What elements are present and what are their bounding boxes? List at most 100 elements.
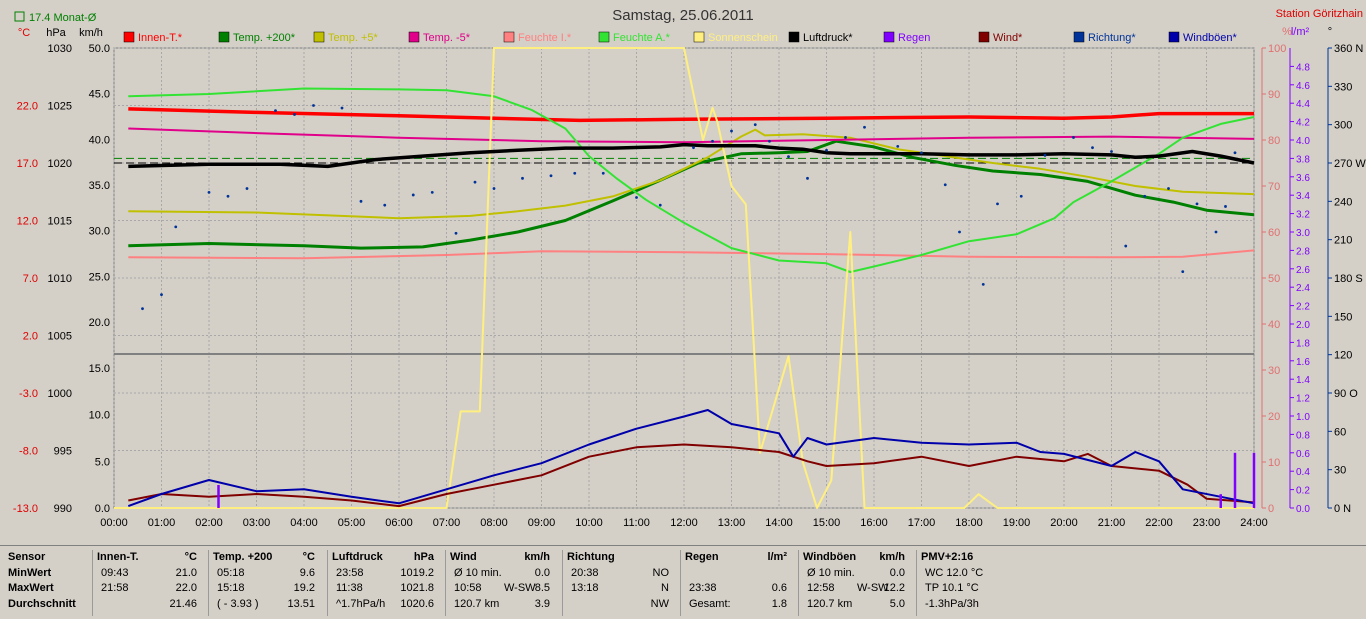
stats-cell-value: N [661, 582, 669, 594]
legend-label: Temp. +200* [233, 32, 296, 44]
richtung-point [1019, 194, 1023, 198]
wind-tick-label-top: 20.0 [89, 317, 110, 329]
richtung-point [753, 123, 757, 127]
wind-tick-label-top: 40.0 [89, 134, 110, 146]
rain-tick-label: 0.2 [1296, 486, 1310, 497]
richtung-point [1110, 150, 1113, 153]
stats-column-title: Temp. +200 [213, 551, 273, 563]
richtung-point [411, 193, 415, 197]
legend-swatch [598, 31, 610, 43]
statistics-panel: Sensor MinWert MaxWert Durchschnitt Innen-T.… [0, 545, 1366, 619]
stats-column: PMV+2:16 WC 12.0 °C TP 10.1 °C -1.3hPa/3h [916, 550, 1017, 616]
richtung-point [1167, 187, 1170, 190]
stats-cell-label: 120.7 km [454, 597, 500, 610]
richtung-point [1233, 151, 1237, 155]
legend-label: Feuchte I.* [518, 32, 572, 44]
richtung-point [207, 190, 211, 194]
stats-cell-label: WC 12.0 °C [925, 566, 984, 579]
richtung-point [454, 231, 458, 235]
temp-tick-label: -3.0 [19, 388, 38, 400]
pressure-tick-label: 995 [54, 446, 72, 458]
x-tick-label: 21:00 [1098, 517, 1126, 529]
humidity-tick-label: 100 [1268, 43, 1286, 55]
unit-rain: l/m² [1291, 26, 1310, 38]
temp-tick-label: -13.0 [13, 503, 38, 515]
stats-column-title: Richtung [567, 551, 615, 563]
rain-tick-label: 3.8 [1296, 154, 1310, 165]
direction-tick-label: 0 N [1334, 503, 1351, 515]
richtung-point [1181, 270, 1185, 274]
stats-cell-label: ^1.7hPa/h [336, 597, 386, 610]
stats-cell-value: 1.8 [771, 597, 787, 610]
wind-tick-label-top: 35.0 [89, 180, 110, 192]
x-tick-label: 16:00 [860, 517, 888, 529]
richtung-point [1214, 230, 1218, 234]
x-tick-label: 20:00 [1050, 517, 1078, 529]
rain-tick-label: 0.0 [1296, 504, 1310, 515]
stats-column-title: PMV+2:16 [921, 551, 974, 563]
x-tick-label: 19:00 [1003, 517, 1031, 529]
series-line-sonnenschein [114, 47, 1254, 509]
richtung-point [863, 125, 866, 129]
x-tick-label: 10:00 [575, 517, 603, 529]
richtung-point [958, 230, 961, 234]
x-tick-label: 01:00 [148, 517, 176, 529]
legend-swatch [313, 31, 325, 43]
richtung-point [573, 171, 577, 175]
direction-tick-label: 60 [1334, 426, 1346, 438]
stats-cell-direction: W-SW [504, 582, 536, 594]
pressure-tick-label: 990 [54, 503, 72, 515]
rain-tick-label: 2.6 [1296, 265, 1310, 276]
stats-cell-label: 21:58 [101, 582, 129, 594]
legend-swatch [883, 31, 895, 43]
stats-column: Sensor MinWert MaxWert Durchschnitt [8, 550, 90, 616]
humidity-tick-label: 0 [1268, 503, 1274, 515]
richtung-point [492, 187, 496, 190]
richtung-point [1224, 205, 1227, 208]
stats-cell-value: 13.51 [287, 597, 315, 610]
stats-column: Regen l/m² 23:38 0.6 Gesamt: 1.8 [680, 550, 793, 616]
x-tick-label: 09:00 [528, 517, 556, 529]
pressure-tick-label: 1010 [48, 273, 72, 285]
legend-label: Luftdruck* [803, 32, 853, 44]
rain-tick-label: 1.2 [1296, 394, 1310, 405]
humidity-tick-label: 60 [1268, 227, 1280, 239]
richtung-point [1043, 153, 1047, 157]
richtung-point [1143, 194, 1147, 198]
legend-label: Richtung* [1088, 32, 1136, 44]
humidity-tick-label: 50 [1268, 273, 1280, 285]
stats-column-unit: l/m² [767, 551, 787, 563]
richtung-point [981, 282, 985, 286]
direction-tick-label: 180 S [1334, 273, 1363, 285]
temp-tick-label: 7.0 [23, 273, 38, 285]
richtung-point [430, 190, 434, 194]
rain-tick-label: 1.0 [1296, 412, 1310, 423]
stats-cell-value: 0.0 [534, 566, 550, 579]
richtung-point [896, 144, 900, 148]
wind-tick-label-bottom: 15.0 [89, 363, 110, 375]
richtung-point [549, 174, 553, 178]
x-tick-label: 00:00 [100, 517, 128, 529]
series-line-temp-200 [128, 139, 1255, 250]
stats-cell-label: MaxWert [8, 582, 54, 594]
direction-tick-label: 300 [1334, 120, 1352, 132]
stats-cell-direction: W-SW [857, 582, 889, 594]
series-line-windb-en [127, 409, 1255, 508]
x-tick-label: 15:00 [813, 517, 841, 529]
richtung-point [787, 155, 790, 159]
month-avg-label: 17.4 Monat-Ø [29, 12, 97, 24]
direction-tick-label: 30 [1334, 465, 1346, 477]
humidity-tick-label: 20 [1268, 411, 1280, 423]
unit-degree: ° [1328, 26, 1332, 38]
legend-swatch [218, 31, 230, 43]
stats-cell-label: 13:18 [571, 582, 599, 594]
month-avg-marker [14, 11, 25, 22]
rain-tick-label: 0.4 [1296, 467, 1310, 478]
legend-label: Sonnenschein [708, 32, 778, 44]
rain-tick-label: 4.8 [1296, 62, 1310, 73]
stats-column-title: Innen-T. [97, 551, 139, 563]
stats-cell-value: 1019.2 [400, 566, 434, 579]
unit-percent: % [1282, 26, 1292, 38]
richtung-point [844, 136, 847, 139]
rain-tick-label: 3.6 [1296, 173, 1310, 184]
